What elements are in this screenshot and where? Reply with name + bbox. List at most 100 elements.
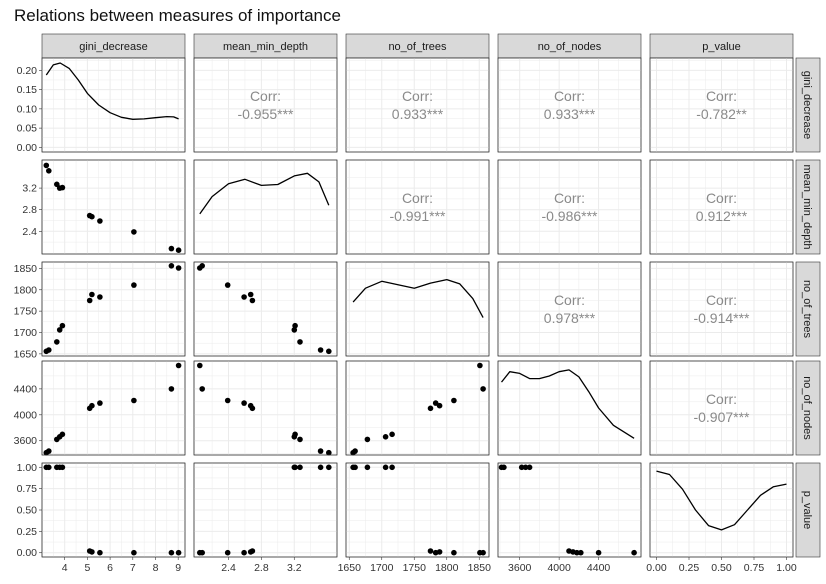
y-tick-label: 4400 (14, 383, 38, 395)
row-label-p_value: p_value (801, 491, 813, 530)
scatter-point-r4-c1-0 (326, 464, 332, 471)
density-curve-no_of_trees (352, 278, 484, 318)
scatter-point-r2-c1-0 (326, 348, 332, 355)
scatter-point-r4-c2-10 (477, 549, 483, 556)
panel-border (497, 261, 642, 357)
x-tick-label: 0.75 (744, 562, 765, 574)
corr-value: -0.914*** (693, 310, 750, 326)
scatter-point-r2-c0-3 (56, 327, 63, 333)
density-curve-no_of_nodes (500, 369, 635, 439)
x-tick-label: 2.8 (254, 562, 269, 574)
panel-border (497, 57, 642, 153)
x-tick-label: 5 (84, 562, 90, 574)
scatter-point-r4-c3-2 (518, 464, 525, 471)
corr-label: Corr: (554, 292, 585, 308)
y-tick-label: 0.20 (17, 65, 38, 77)
scatter-point-r3-c1-10 (197, 362, 203, 369)
y-tick-label: 0.15 (17, 84, 38, 96)
corr-value: -0.986*** (541, 208, 598, 224)
scatter-point-r4-c0-8 (131, 549, 137, 556)
scatter-point-r3-c2-9 (480, 386, 486, 392)
panel-border (649, 159, 794, 255)
column-label-mean_min_depth: mean_min_depth (223, 41, 308, 53)
y-tick-label: 2.8 (22, 204, 37, 216)
panel-border (345, 159, 490, 255)
scatter-point-r1-c0-1 (46, 168, 52, 174)
panel-r2-c2 (345, 261, 490, 357)
scatter-point-r4-c3-3 (522, 464, 529, 471)
x-tick-label: 2.4 (221, 562, 236, 574)
scatter-point-r4-c1-7 (241, 549, 247, 556)
scatter-point-r3-c0-9 (168, 386, 175, 392)
corr-value: 0.978*** (544, 310, 596, 326)
scatter-point-r4-c2-1 (352, 464, 358, 471)
column-label-p_value: p_value (702, 41, 741, 53)
scatter-point-r3-c0-1 (46, 448, 52, 454)
x-tick-label: 1800 (435, 562, 459, 574)
panel-border (41, 57, 186, 153)
x-tick-label: 1700 (370, 562, 394, 574)
scatter-point-r2-c1-6 (247, 291, 254, 298)
scatter-point-r4-c2-5 (427, 548, 434, 554)
scatter-point-r2-c1-4 (292, 322, 298, 329)
x-tick-label: 3600 (508, 562, 532, 574)
row-strip-no_of_nodes (795, 360, 821, 456)
scatter-point-r2-c0-6 (89, 291, 95, 298)
scatter-point-r2-c0-5 (86, 297, 93, 304)
corr-label: Corr: (554, 190, 585, 206)
column-strip-no_of_nodes (497, 33, 642, 59)
scatter-point-r3-c2-3 (382, 434, 389, 440)
x-tick-label: 1.00 (776, 562, 797, 574)
scatter-point-r2-c1-10 (197, 265, 203, 271)
scatter-point-r3-c2-10 (477, 362, 483, 369)
y-tick-label: 1800 (14, 284, 38, 296)
column-strip-mean_min_depth (193, 33, 338, 59)
scatter-point-r3-c2-1 (352, 448, 358, 454)
panel-r1-c3 (497, 159, 642, 255)
panel-border (41, 159, 186, 255)
scatter-point-r1-c0-4 (59, 184, 66, 191)
x-tick-label: 4400 (587, 562, 611, 574)
scatter-point-r3-c2-4 (389, 431, 395, 438)
scatter-point-r3-c0-8 (131, 397, 137, 404)
scatter-point-r1-c0-10 (175, 247, 182, 253)
scatter-point-r2-c1-8 (224, 282, 231, 288)
column-label-no_of_trees: no_of_trees (388, 41, 447, 53)
scatter-point-r2-c1-2 (297, 339, 303, 345)
scatter-point-r4-c3-1 (501, 464, 507, 471)
panel-r3-c0 (41, 360, 186, 456)
scatter-point-r2-c1-7 (241, 294, 247, 300)
corr-value: 0.933*** (392, 106, 444, 122)
y-tick-label: 3600 (14, 435, 38, 447)
corr-label: Corr: (706, 292, 737, 308)
panel-border (345, 360, 490, 456)
scatter-point-r4-c0-4 (59, 464, 66, 471)
panel-r1-c2 (345, 159, 490, 255)
y-tick-label: 0.00 (17, 547, 38, 559)
corr-value: 0.933*** (544, 106, 596, 122)
corr-label: Corr: (706, 88, 737, 104)
scatter-point-r4-c3-9 (595, 549, 602, 556)
scatter-point-r4-c3-8 (578, 549, 584, 556)
scatter-point-r4-c0-1 (46, 464, 52, 471)
panel-border (193, 462, 338, 558)
scatter-point-r3-c1-9 (199, 386, 205, 392)
panel-r1-c0 (41, 159, 186, 255)
scatter-point-r3-c2-5 (427, 405, 434, 412)
x-tick-label: 7 (130, 562, 136, 574)
scatter-point-r4-c1-10 (197, 549, 203, 556)
scatter-point-r2-c0-9 (168, 263, 175, 269)
panel-border (497, 159, 642, 255)
scatter-point-r2-c0-1 (46, 347, 52, 353)
corr-label: Corr: (402, 88, 433, 104)
row-label-gini_decrease: gini_decrease (801, 71, 813, 140)
panel-border (497, 360, 642, 456)
panel-r2-c0 (41, 261, 186, 357)
scatter-point-r1-c0-6 (89, 213, 95, 220)
panel-r3-c3 (497, 360, 642, 456)
scatter-point-r1-c0-2 (54, 181, 60, 188)
panel-border (345, 462, 490, 558)
y-tick-label: 0.25 (17, 526, 38, 538)
x-tick-label: 3.2 (287, 562, 302, 574)
scatter-point-r4-c2-2 (364, 464, 371, 471)
